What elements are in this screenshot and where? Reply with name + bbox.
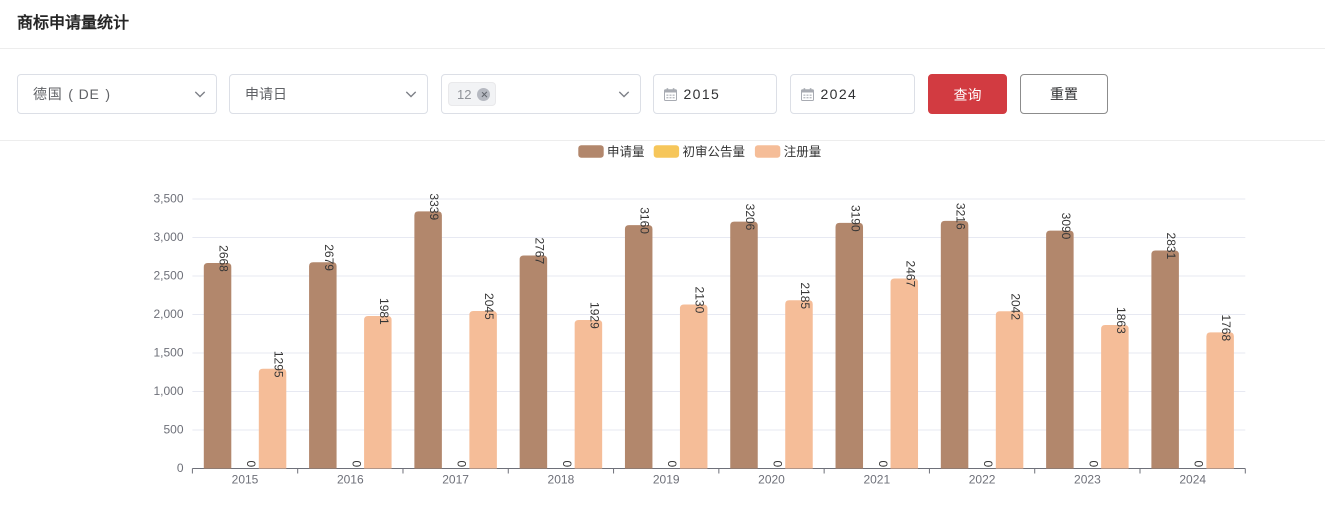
svg-text:1929: 1929 — [587, 302, 601, 329]
svg-text:1981: 1981 — [377, 298, 391, 325]
svg-text:0: 0 — [349, 461, 363, 468]
svg-text:0: 0 — [876, 461, 890, 468]
svg-text:2,500: 2,500 — [153, 269, 183, 283]
svg-text:0: 0 — [771, 461, 785, 468]
svg-text:3160: 3160 — [638, 207, 652, 234]
svg-text:2015: 2015 — [232, 473, 259, 487]
svg-text:2,000: 2,000 — [153, 307, 183, 321]
svg-text:0: 0 — [455, 461, 469, 468]
svg-text:1863: 1863 — [1114, 307, 1128, 334]
svg-text:2831: 2831 — [1164, 233, 1178, 260]
svg-text:2467: 2467 — [903, 261, 917, 288]
svg-text:0: 0 — [560, 461, 574, 468]
svg-text:0: 0 — [177, 461, 184, 475]
svg-text:注册量: 注册量 — [784, 144, 822, 159]
svg-text:申请量: 申请量 — [607, 145, 645, 159]
svg-text:2767: 2767 — [532, 237, 546, 264]
svg-text:2020: 2020 — [758, 473, 785, 487]
svg-text:0: 0 — [244, 461, 258, 468]
svg-text:2019: 2019 — [653, 473, 680, 487]
svg-text:1,500: 1,500 — [153, 346, 183, 360]
svg-text:2130: 2130 — [693, 287, 707, 314]
svg-text:2016: 2016 — [337, 473, 364, 487]
svg-text:0: 0 — [1192, 461, 1206, 468]
svg-text:2185: 2185 — [798, 282, 812, 309]
svg-text:初审公告量: 初审公告量 — [683, 144, 746, 159]
svg-text:2022: 2022 — [969, 473, 996, 487]
svg-text:1,000: 1,000 — [153, 384, 183, 398]
svg-text:0: 0 — [981, 461, 995, 468]
svg-text:2024: 2024 — [1179, 473, 1206, 487]
svg-text:2017: 2017 — [442, 473, 469, 487]
svg-text:0: 0 — [1086, 461, 1100, 468]
svg-text:2018: 2018 — [548, 473, 575, 487]
svg-text:2042: 2042 — [1009, 293, 1023, 320]
svg-text:1768: 1768 — [1219, 314, 1233, 341]
svg-text:3190: 3190 — [848, 205, 862, 232]
svg-text:2045: 2045 — [482, 293, 496, 320]
svg-text:2679: 2679 — [322, 244, 336, 271]
svg-text:2023: 2023 — [1074, 473, 1101, 487]
svg-text:3090: 3090 — [1059, 213, 1073, 240]
svg-text:3,500: 3,500 — [153, 192, 183, 206]
svg-text:0: 0 — [665, 461, 679, 468]
svg-text:3216: 3216 — [954, 203, 968, 230]
svg-text:2668: 2668 — [217, 245, 231, 272]
svg-text:3206: 3206 — [743, 204, 757, 231]
svg-text:500: 500 — [163, 423, 183, 437]
svg-text:1295: 1295 — [272, 351, 286, 378]
svg-text:2021: 2021 — [863, 473, 890, 487]
svg-text:3339: 3339 — [427, 193, 441, 220]
svg-text:3,000: 3,000 — [153, 230, 183, 244]
